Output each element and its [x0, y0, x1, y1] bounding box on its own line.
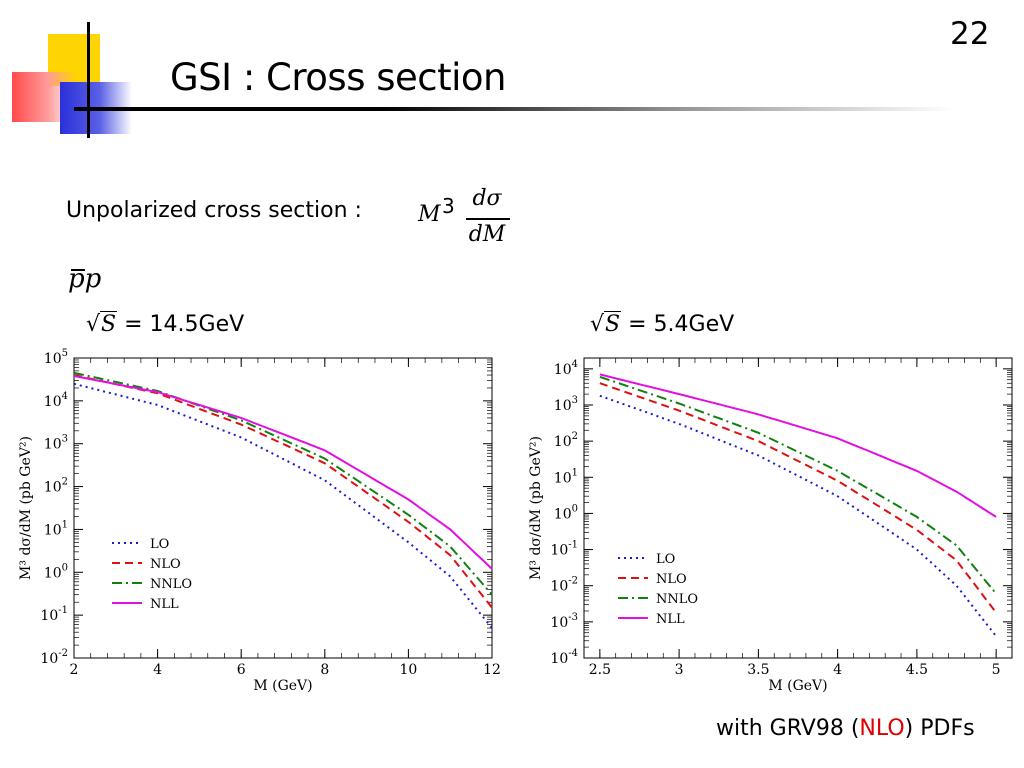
- formula-prefix: M: [418, 202, 441, 227]
- legend-label-nll: NLL: [150, 597, 179, 612]
- legend-label-nlo: NLO: [656, 572, 687, 587]
- formula-denominator: dM: [468, 222, 506, 247]
- footer-highlight: NLO: [859, 716, 905, 741]
- series-line-nlo: [73, 374, 493, 609]
- x-tick-label: 4: [153, 662, 162, 678]
- series-line-nlo: [599, 382, 997, 614]
- chart-left: 10-2 10-1 100 101 102 103 104 105 2 4 6 8 10 12 M (GeV…: [18, 348, 501, 694]
- sqrt-symbol: √: [86, 312, 101, 337]
- y-tick-label: 105: [44, 348, 68, 367]
- process-p2: p: [84, 264, 102, 294]
- footer-post: ) PDFs: [904, 716, 975, 741]
- footer-pre: with GRV98 (: [716, 716, 860, 741]
- y-tick-label: 101: [554, 467, 578, 486]
- y-tick-label: 10-1: [40, 605, 68, 624]
- x-tick-label: 4.5: [906, 662, 928, 678]
- process-p1: p: [68, 264, 85, 294]
- x-tick-label: 2.5: [589, 662, 611, 678]
- energy-variable: S: [100, 311, 118, 337]
- energy-value: = 5.4GeV: [628, 312, 735, 337]
- legend-label-nlo: NLO: [150, 557, 181, 572]
- chart-right: 10-4 10-3 10-2 10-1 100 101 102 103 104 2.5 3 3.5 4 4…: [528, 357, 1013, 694]
- series-line-nnlo: [599, 375, 997, 595]
- x-tick-label: 6: [237, 662, 246, 678]
- page-number: 22: [950, 16, 990, 52]
- series-line-nll: [73, 375, 493, 570]
- slide-title: GSI : Cross section: [170, 56, 507, 99]
- x-axis-label: M (GeV): [253, 678, 312, 694]
- y-tick-label: 100: [554, 503, 578, 522]
- series-line-nll: [599, 373, 997, 518]
- process-label: pp: [68, 264, 101, 294]
- x-tick-label: 5: [992, 662, 1001, 678]
- y-tick-label: 10-2: [40, 648, 68, 667]
- formula-numerator: dσ: [472, 186, 502, 211]
- y-tick-label: 103: [554, 395, 578, 414]
- legend-label-lo: LO: [656, 552, 675, 567]
- y-tick-label: 104: [44, 391, 68, 410]
- series-line-lo: [73, 382, 493, 629]
- antiproton-bar: [71, 269, 85, 271]
- y-tick-label: 102: [554, 431, 578, 450]
- y-axis-label: M³ dσ/dM (pb GeV²): [18, 436, 34, 580]
- y-tick-label: 102: [44, 477, 68, 496]
- x-tick-label: 12: [483, 662, 501, 678]
- energy-label-right: √S = 5.4GeV: [590, 311, 735, 337]
- series-line-nnlo: [73, 371, 493, 596]
- energy-value: = 14.5GeV: [124, 312, 245, 337]
- x-tick-label: 3: [675, 662, 684, 678]
- sqrt-symbol: √: [590, 312, 605, 337]
- y-tick-label: 104: [554, 359, 578, 378]
- legend-label-nll: NLL: [656, 612, 685, 627]
- legend-label-nnlo: NNLO: [150, 577, 192, 592]
- x-axis-label: M (GeV): [768, 678, 827, 694]
- y-tick-label: 103: [44, 434, 68, 453]
- title-decoration-line: [87, 22, 90, 138]
- x-tick-label: 3.5: [747, 662, 769, 678]
- y-tick-label: 10-1: [550, 540, 578, 559]
- footer-note: with GRV98 (NLO) PDFs: [716, 716, 975, 741]
- series-line-lo: [599, 394, 997, 637]
- cross-section-label: Unpolarized cross section :: [66, 198, 362, 223]
- energy-label-left: √S = 14.5GeV: [86, 311, 245, 337]
- formula-fraction-bar: [466, 218, 510, 220]
- energy-variable: S: [604, 311, 622, 337]
- y-tick-label: 10-4: [550, 648, 578, 667]
- legend-label-lo: LO: [150, 537, 169, 552]
- x-tick-label: 8: [320, 662, 329, 678]
- y-tick-label: 100: [44, 562, 68, 581]
- x-tick-label: 4: [833, 662, 842, 678]
- title-rule: [74, 107, 954, 111]
- x-tick-label: 2: [70, 662, 79, 678]
- y-tick-label: 10-3: [550, 612, 578, 631]
- y-axis-label: M³ dσ/dM (pb GeV²): [528, 436, 544, 580]
- plot-frame: [73, 357, 493, 659]
- x-tick-label: 10: [399, 662, 417, 678]
- formula-power: 3: [442, 194, 455, 218]
- y-tick-label: 101: [44, 519, 68, 538]
- legend-label-nnlo: NNLO: [656, 592, 698, 607]
- plot-frame: [583, 357, 1013, 659]
- y-tick-label: 10-2: [550, 576, 578, 595]
